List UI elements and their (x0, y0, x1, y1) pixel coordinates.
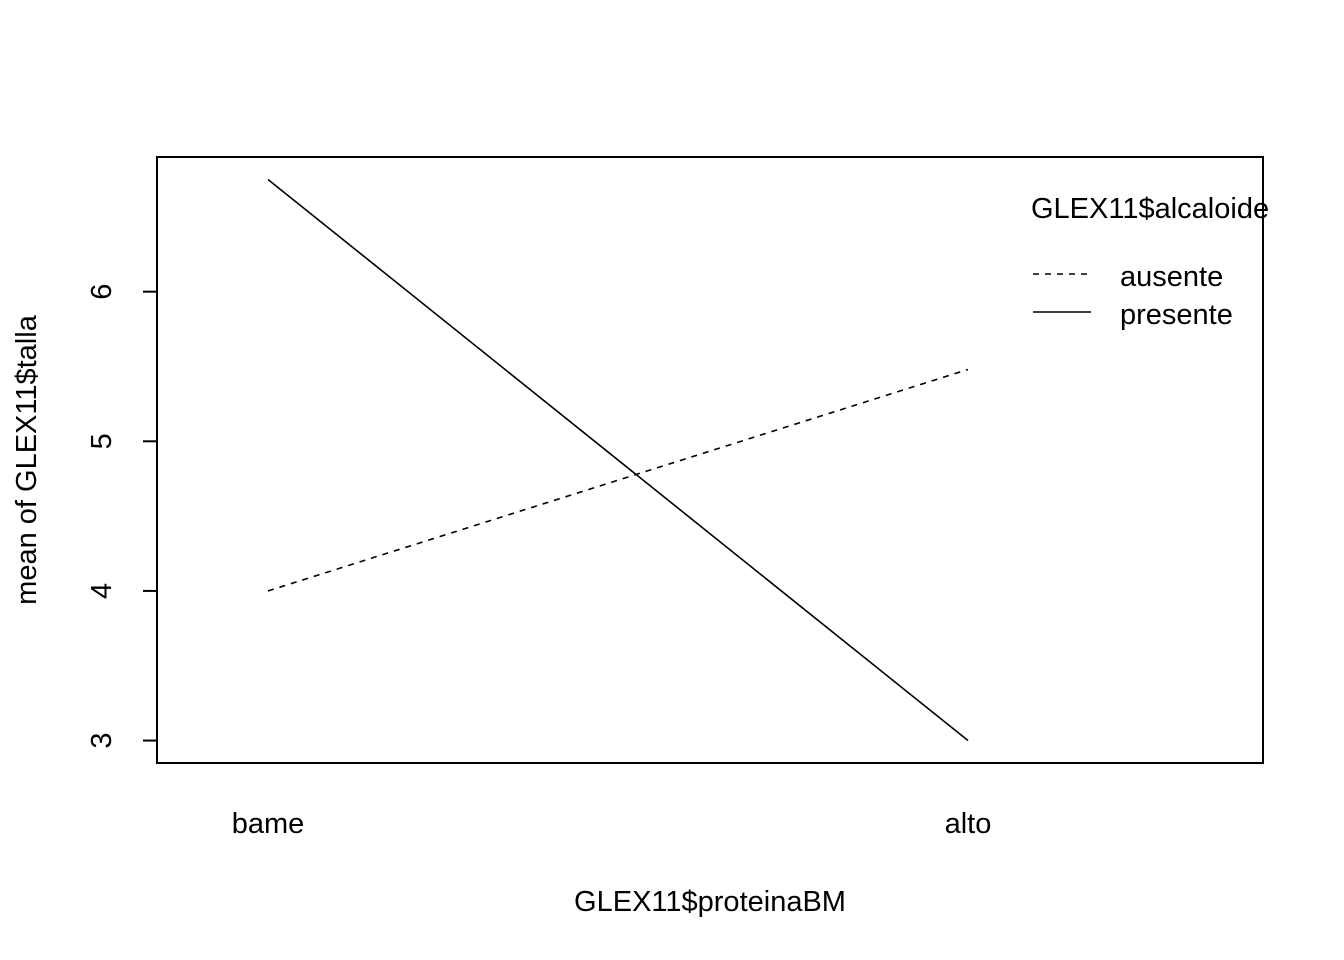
y-tick-label: 3 (86, 732, 118, 748)
y-axis: 3 4 5 6 (86, 284, 157, 749)
y-tick-label: 5 (86, 433, 118, 449)
y-tick-label: 6 (86, 284, 118, 300)
y-tick-label: 4 (86, 583, 118, 599)
legend-label-presente: presente (1120, 299, 1233, 331)
series-line-ausente (267, 368, 969, 592)
x-tick-label: alto (945, 808, 992, 840)
legend-title: GLEX11$alcaloide (1031, 193, 1269, 225)
x-axis-label: GLEX11$proteinaBM (574, 886, 846, 918)
series-layer (267, 178, 969, 742)
series-line-presente (267, 178, 969, 742)
x-axis: bame alto (232, 808, 992, 840)
legend: GLEX11$alcaloide ausente presente (1031, 193, 1269, 331)
x-tick-label: bame (232, 808, 305, 840)
plot-frame (156, 156, 1264, 764)
legend-label-ausente: ausente (1120, 261, 1223, 293)
y-axis-label: mean of GLEX11$talla (11, 314, 43, 605)
